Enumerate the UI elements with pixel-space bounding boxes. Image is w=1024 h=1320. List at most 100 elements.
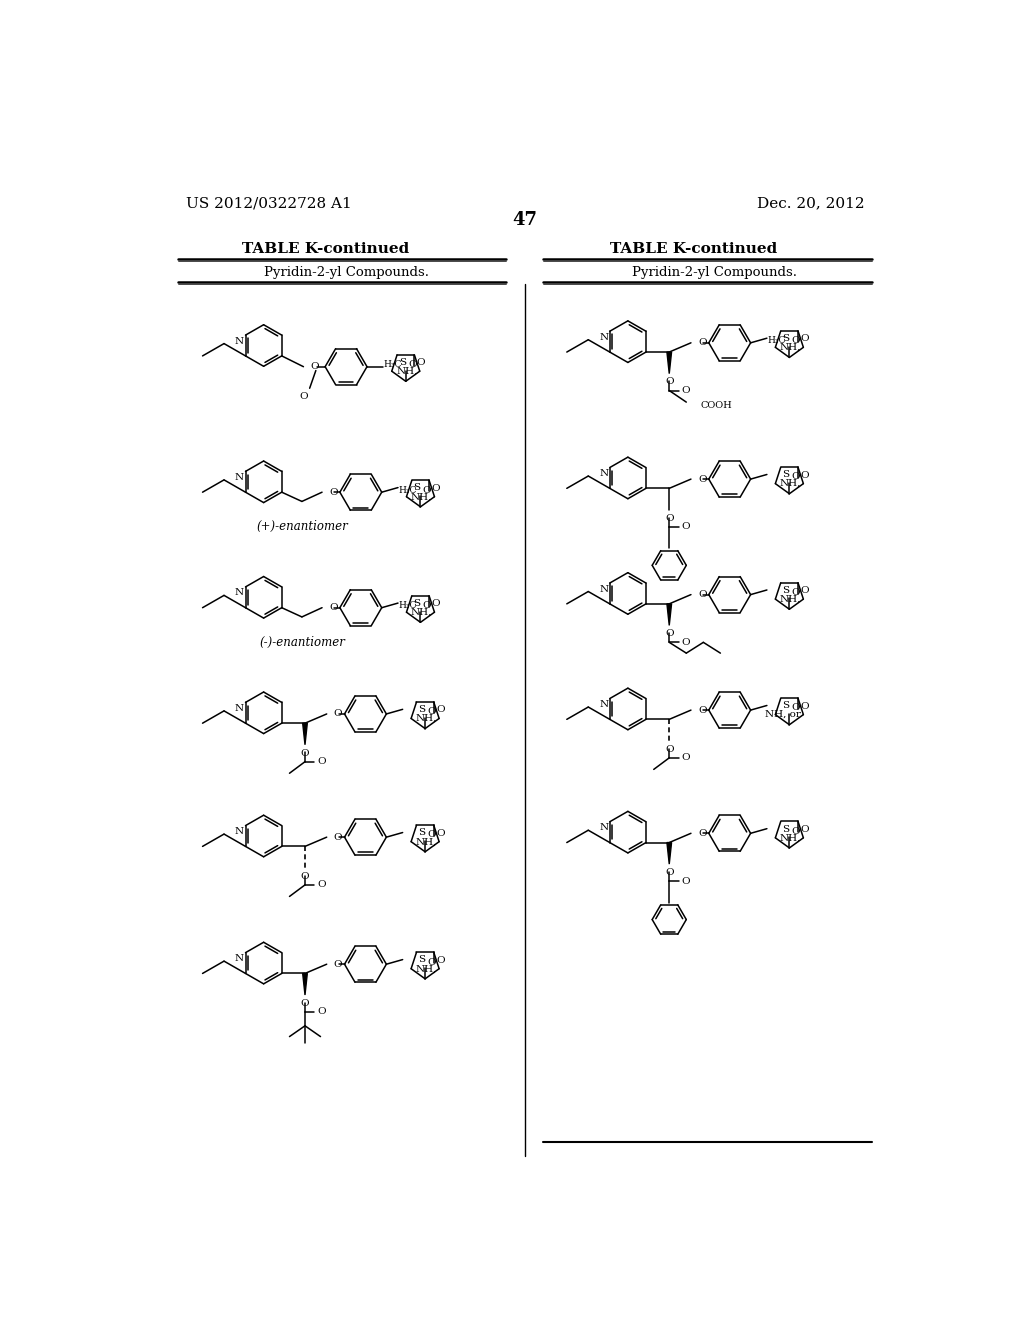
Text: N: N (234, 337, 244, 346)
Text: TABLE K-continued: TABLE K-continued (610, 243, 777, 256)
Text: O: O (792, 704, 801, 713)
Text: NH,: NH, (779, 479, 801, 488)
Text: O: O (436, 956, 444, 965)
Text: Pyridin-2-yl Compounds.: Pyridin-2-yl Compounds. (263, 265, 429, 279)
Text: O: O (317, 758, 326, 766)
Text: NH,: NH, (396, 367, 418, 376)
Text: O: O (427, 830, 436, 840)
Text: (+)-enantiomer: (+)-enantiomer (256, 520, 348, 533)
Text: O: O (310, 362, 319, 371)
Text: S: S (782, 470, 790, 479)
Text: O: O (698, 829, 707, 838)
Text: O: O (334, 709, 342, 718)
Text: NH,: NH, (416, 964, 437, 973)
Text: H₃C: H₃C (384, 360, 401, 370)
Text: O: O (427, 957, 436, 966)
Text: O: O (436, 705, 444, 714)
Text: S: S (398, 358, 406, 367)
Text: O: O (682, 876, 690, 886)
Text: O: O (423, 486, 431, 495)
Text: O: O (301, 871, 309, 880)
Text: O: O (792, 337, 801, 345)
Text: O: O (665, 744, 674, 754)
Polygon shape (667, 603, 672, 626)
Text: NH,: NH, (411, 607, 432, 616)
Text: O: O (665, 869, 674, 876)
Text: COOH: COOH (700, 401, 732, 411)
Text: O: O (792, 587, 801, 597)
Text: N: N (599, 585, 608, 594)
Text: N: N (599, 700, 608, 709)
Text: 47: 47 (512, 211, 538, 228)
Text: US 2012/0322728 A1: US 2012/0322728 A1 (186, 197, 352, 210)
Text: O: O (792, 473, 801, 482)
Text: O: O (698, 590, 707, 599)
Text: NH,: NH, (779, 833, 801, 842)
Text: O: O (436, 829, 444, 838)
Text: NH, or: NH, or (765, 710, 801, 719)
Text: O: O (801, 825, 809, 834)
Text: Dec. 20, 2012: Dec. 20, 2012 (757, 197, 864, 210)
Text: S: S (414, 599, 421, 609)
Text: N: N (599, 824, 608, 833)
Text: S: S (782, 586, 790, 595)
Text: Pyridin-2-yl Compounds.: Pyridin-2-yl Compounds. (632, 265, 797, 279)
Text: O: O (334, 833, 342, 842)
Text: S: S (418, 829, 425, 837)
Text: S: S (418, 956, 425, 965)
Text: H₃C: H₃C (767, 337, 785, 345)
Text: S: S (782, 825, 790, 833)
Text: S: S (782, 701, 790, 710)
Text: H₃C: H₃C (398, 486, 417, 495)
Text: O: O (301, 999, 309, 1008)
Text: O: O (698, 706, 707, 714)
Text: NH,: NH, (411, 492, 432, 502)
Text: N: N (234, 589, 244, 598)
Text: O: O (329, 603, 338, 612)
Text: N: N (599, 333, 608, 342)
Text: O: O (801, 334, 809, 343)
Text: N: N (599, 469, 608, 478)
Text: S: S (782, 334, 790, 343)
Text: O: O (682, 638, 690, 647)
Text: NH,: NH, (779, 343, 801, 352)
Polygon shape (667, 842, 672, 865)
Polygon shape (303, 723, 307, 744)
Text: O: O (299, 392, 308, 401)
Text: O: O (431, 483, 440, 492)
Polygon shape (667, 352, 672, 374)
Text: O: O (423, 601, 431, 610)
Text: H₃C: H₃C (398, 601, 417, 610)
Text: O: O (409, 360, 417, 370)
Text: (-)-enantiomer: (-)-enantiomer (259, 635, 345, 648)
Text: O: O (431, 599, 440, 609)
Text: S: S (414, 483, 421, 492)
Text: O: O (792, 826, 801, 836)
Text: O: O (801, 471, 809, 479)
Text: N: N (234, 954, 244, 964)
Text: O: O (329, 487, 338, 496)
Text: O: O (317, 880, 326, 890)
Text: O: O (682, 523, 690, 532)
Text: O: O (427, 708, 436, 717)
Text: O: O (417, 358, 425, 367)
Text: O: O (682, 754, 690, 763)
Polygon shape (303, 973, 307, 995)
Text: O: O (682, 385, 690, 395)
Text: O: O (334, 960, 342, 969)
Text: O: O (301, 748, 309, 758)
Text: NH,: NH, (416, 714, 437, 723)
Text: O: O (698, 475, 707, 483)
Text: TABLE K-continued: TABLE K-continued (242, 243, 410, 256)
Text: O: O (665, 378, 674, 387)
Text: O: O (698, 338, 707, 347)
Text: O: O (801, 702, 809, 710)
Text: S: S (418, 705, 425, 714)
Text: NH,: NH, (416, 837, 437, 846)
Text: O: O (665, 513, 674, 523)
Text: NH,: NH, (779, 594, 801, 603)
Text: O: O (317, 1007, 326, 1016)
Text: N: N (234, 704, 244, 713)
Text: N: N (234, 473, 244, 482)
Text: O: O (801, 586, 809, 595)
